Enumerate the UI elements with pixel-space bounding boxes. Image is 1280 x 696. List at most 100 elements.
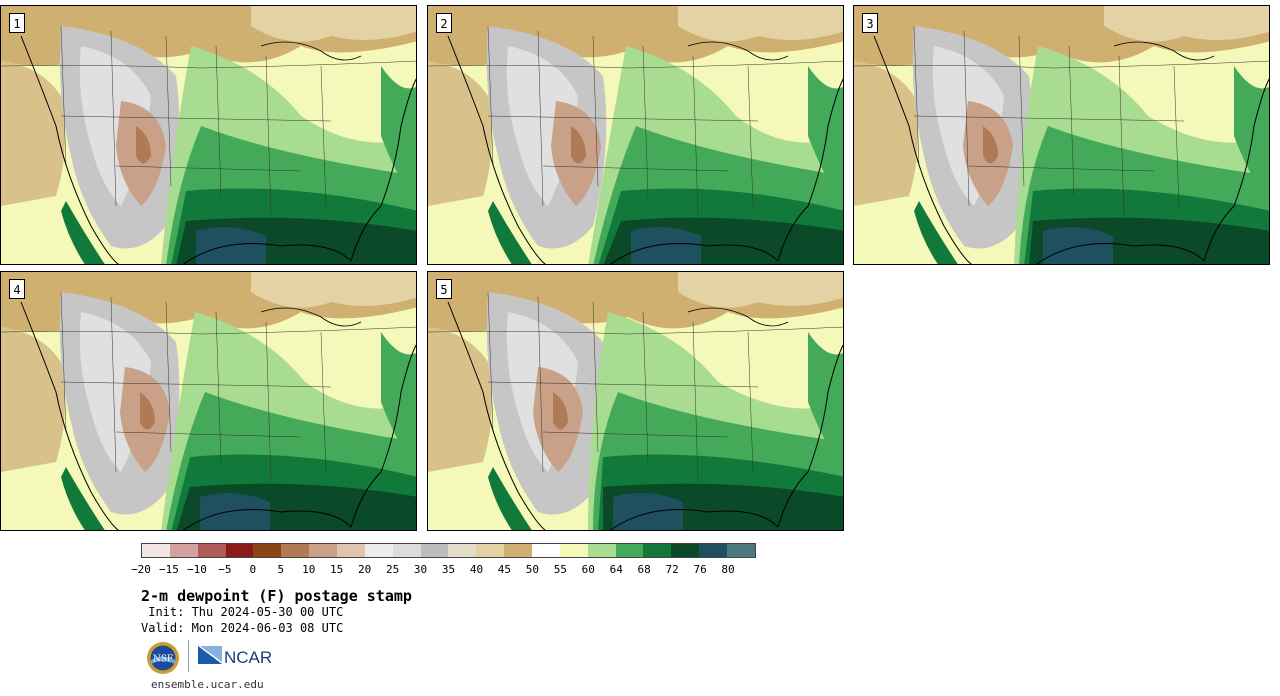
colorbar-tick-label: 5 [277,563,285,576]
field-very-low-dewpoint [983,126,998,164]
state-boundary [913,25,920,167]
colorbar-segment [532,544,560,557]
field-dry-northeast [678,272,843,308]
ncar-logo: NCAR [198,646,272,666]
colorbar-tick-label: 35 [441,563,456,576]
state-boundary [320,65,327,207]
state-boundary [165,35,172,187]
field-very-low-dewpoint [140,392,155,430]
colorbar-segment [643,544,672,557]
logo-divider [188,640,189,672]
colorbar-tick-label: 50 [525,563,539,576]
dewpoint-map [428,6,843,264]
state-boundary [968,165,1155,172]
field-east-coast [808,66,843,204]
colorbar-segment [253,544,282,557]
colorbar-segment [476,544,505,557]
field-east-coast [1234,66,1269,204]
state-boundary [592,35,599,187]
chart-title: 2-m dewpoint (F) postage stamp [141,587,412,605]
state-boundary [165,301,172,453]
state-boundary [215,311,222,463]
state-boundary [60,25,67,167]
field-mexico-coast [61,467,105,530]
colorbar-tick-label: 10 [302,563,316,576]
colorbar-segment [281,544,310,557]
nsf-logo-text: NSF [153,655,173,665]
colorbar-segment [225,544,254,557]
gulf-east-coastline [183,78,416,264]
state-boundary [115,431,302,438]
state-boundary [1,326,416,335]
field-gulf-76 [196,227,266,264]
west-coastline [873,35,972,264]
field-dry-northeast [251,6,416,42]
colorbar-segment [448,544,477,557]
colorbar-tick-label: 30 [413,563,428,576]
field-west-coast [428,327,492,472]
great-lakes-outline [260,307,362,327]
colorbar-segment [142,544,170,557]
colorbar-tick-label: −20 [131,563,151,576]
state-boundary [1,60,416,69]
colorbar-tick-label: 0 [249,563,257,576]
field-west-coast [1,61,65,206]
state-boundary [537,296,544,473]
state-boundary [265,321,272,483]
colorbar-segment [587,544,616,557]
colorbar-tick-label: 68 [637,563,651,576]
colorbar-segment [504,544,533,557]
map-panel-1: 1 [0,5,417,265]
map-panel-4: 4 [0,271,417,531]
state-boundary [542,165,729,172]
colorbar-tick-label: −15 [159,563,179,576]
state-boundary [487,291,494,433]
dewpoint-map [1,6,416,264]
colorbar-segment [364,544,393,557]
west-coastline [447,35,546,264]
colorbar-segment [392,544,421,557]
state-boundary [1018,35,1025,187]
state-boundary [747,331,754,473]
field-dry-northeast [678,6,843,42]
colorbar-tick-label: 25 [385,563,400,576]
state-boundary [320,331,327,473]
colorbar-tick-label: 20 [358,563,372,576]
great-lakes-outline [260,41,362,61]
footer-url: ensemble.ucar.edu [151,678,264,691]
state-boundary [265,55,272,217]
state-boundary [60,381,332,388]
state-boundary [215,45,222,197]
state-boundary [542,431,729,438]
west-coastline [447,301,546,530]
state-boundary [642,311,649,463]
state-boundary [692,55,699,217]
field-east-coast [381,66,416,204]
state-boundary [963,30,970,207]
gulf-east-coastline [183,344,416,530]
colorbar-segment [699,544,728,557]
dewpoint-map [1,272,416,530]
state-boundary [60,115,332,122]
state-boundary [747,65,754,207]
state-boundary [428,60,843,69]
gulf-east-coastline [1036,78,1269,264]
valid-time: Valid: Mon 2024-06-03 08 UTC [141,621,344,635]
state-boundary [854,60,1269,69]
state-boundary [592,301,599,453]
map-panel-5: 5 [427,271,844,531]
state-boundary [1173,65,1180,207]
member-label: 1 [9,13,25,33]
state-boundary [1118,55,1125,217]
member-label: 2 [436,13,452,33]
field-west-coast [1,327,65,472]
colorbar-ticks: −20 −15 −10 −5 0 5 10 15 20 25 30 35 40 45 50 55 60 64 68 7… [131,563,756,577]
colorbar-segment [197,544,226,557]
field-mexico-coast [488,467,532,530]
colorbar-segment [671,544,700,557]
field-dry-northeast [1104,6,1269,42]
colorbar-segment [559,544,588,557]
dewpoint-map [854,6,1269,264]
colorbar-segment [169,544,198,557]
colorbar-tick-label: −10 [186,563,207,576]
